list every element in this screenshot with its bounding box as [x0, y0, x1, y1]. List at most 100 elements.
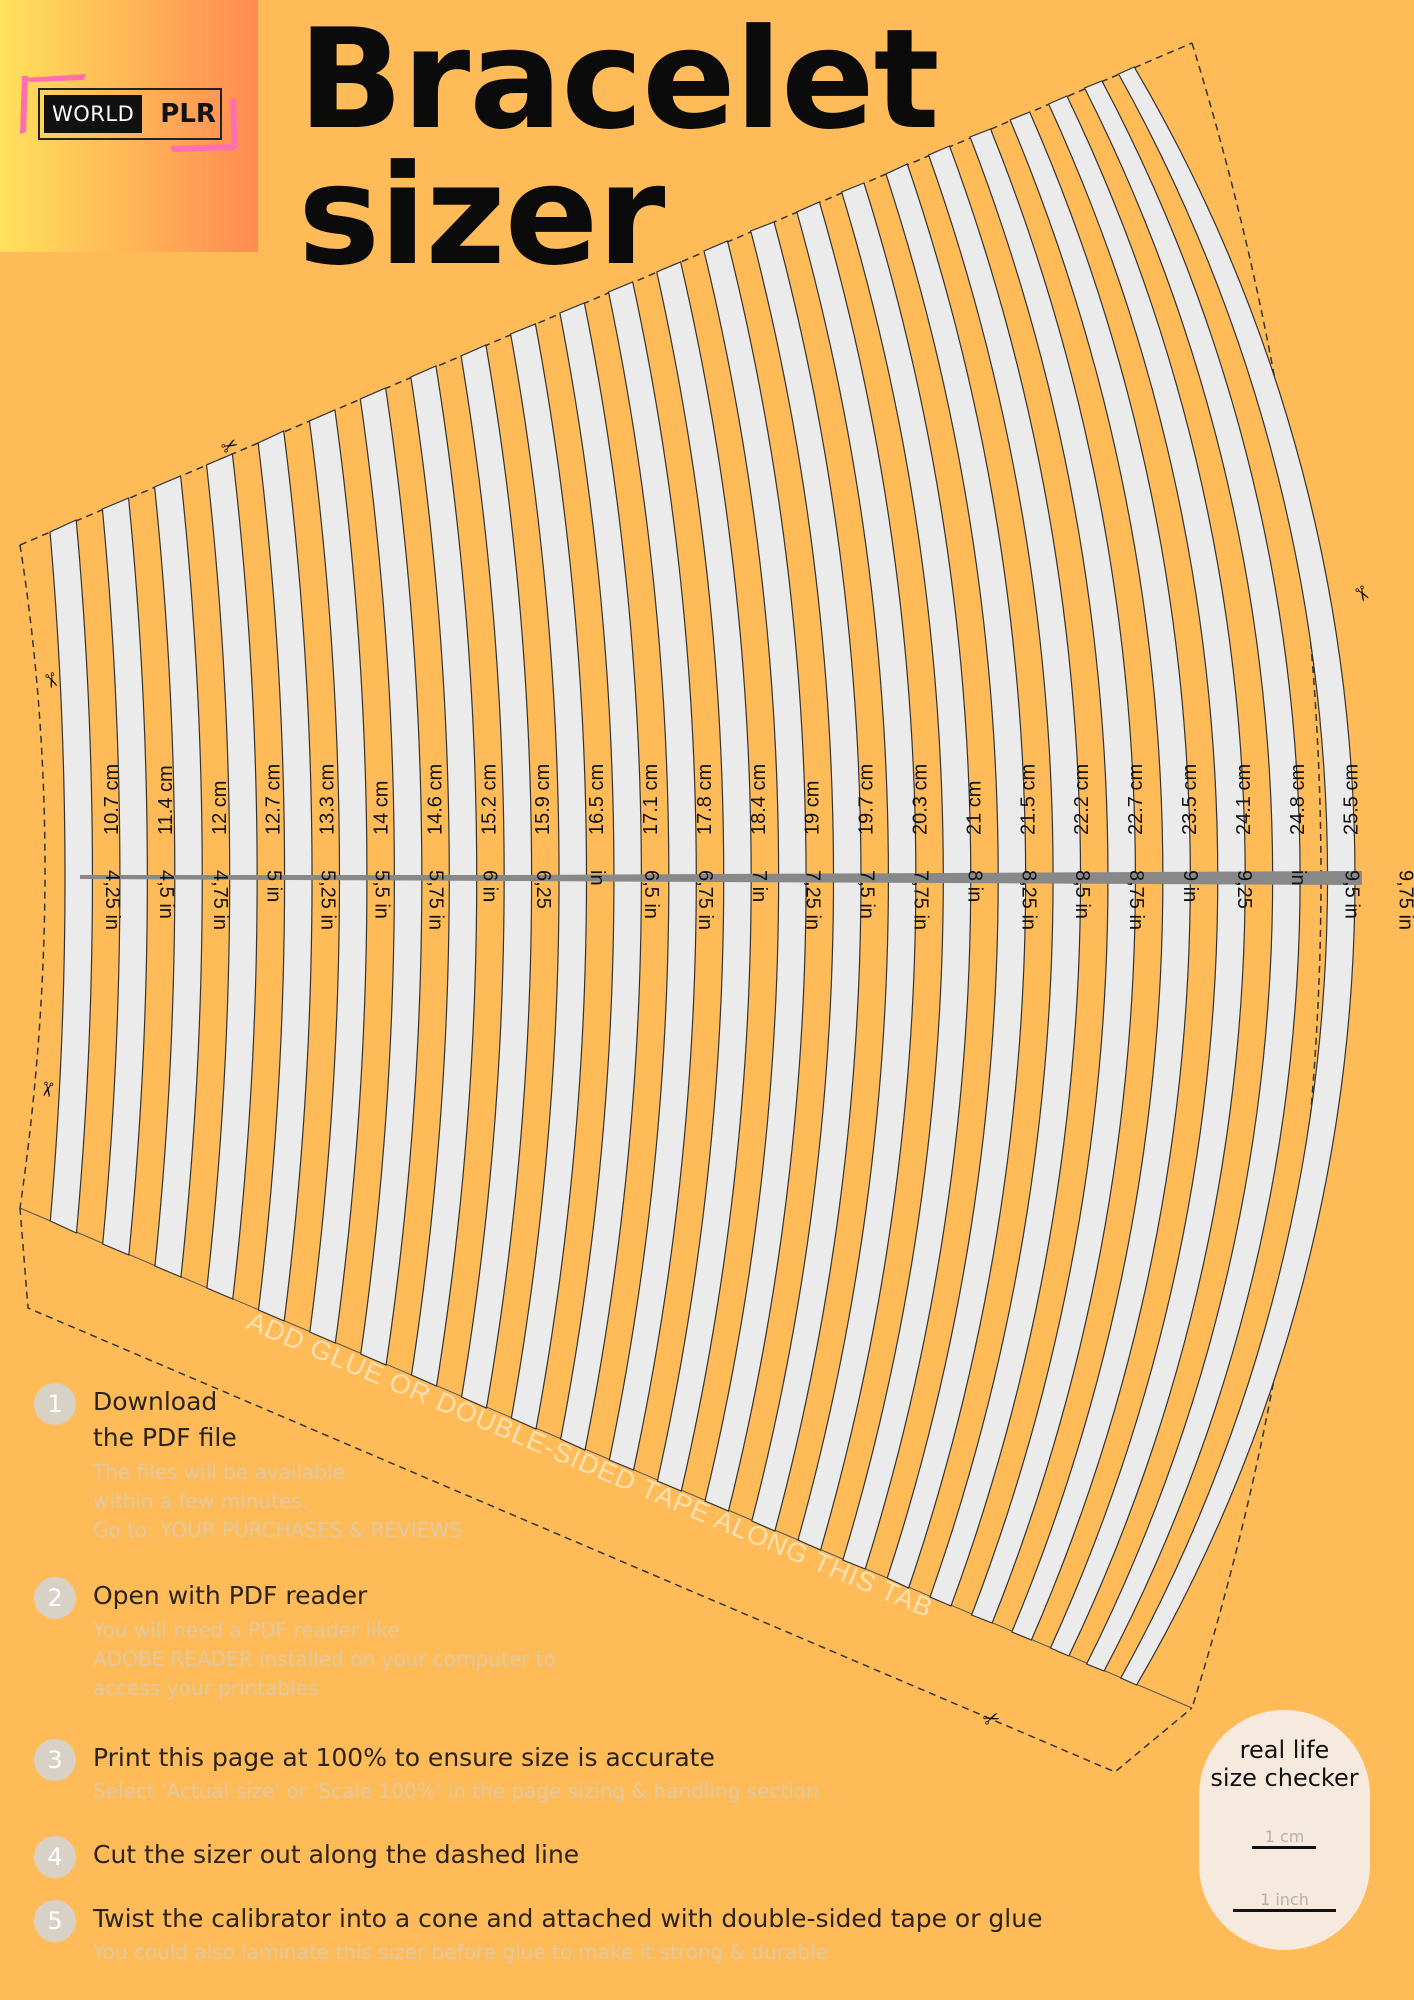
sizer-band — [703, 240, 807, 1512]
sizer-band — [460, 344, 533, 1409]
step-number: 3 — [34, 1739, 76, 1781]
inch-ruler-label: 1 inch — [1260, 1890, 1309, 1909]
logo-background: WORLD PLR — [0, 0, 258, 252]
step-title: Cut the sizer out along the dashed line — [93, 1840, 580, 1869]
logo-world-text: WORLD — [44, 95, 143, 133]
step-number: 2 — [34, 1577, 76, 1619]
page-title-line-2: sizer — [298, 135, 665, 296]
cm-label: 16.5 cm — [586, 764, 608, 835]
cm-label: 22.7 cm — [1125, 764, 1147, 835]
logo-plr-text: PLR — [160, 99, 216, 129]
inch-label: 6,25 — [532, 870, 554, 909]
inch-label: 5,25 in — [317, 870, 339, 930]
cm-label: 10.7 cm — [101, 764, 123, 835]
sizer-band — [969, 128, 1137, 1624]
cm-label: 22.2 cm — [1071, 764, 1093, 835]
step-title: Print this page at 100% to ensure size i… — [93, 1743, 715, 1772]
cm-label: 18.4 cm — [748, 764, 770, 835]
logo-brush-frame — [20, 74, 238, 152]
inch-label: 9,25 — [1233, 870, 1255, 909]
inch-label: 8 in — [963, 870, 985, 902]
cm-label: 12.7 cm — [263, 764, 285, 835]
scissors-icon: ✂ — [37, 669, 63, 692]
scissors-icon: ✂ — [980, 1706, 1003, 1732]
inch-labels: 4,25 in 4,5 in 4,75 in 5 in 5,25 in 5,5 in 5,7… — [101, 870, 1414, 930]
cm-label: 24.1 cm — [1233, 764, 1255, 835]
cm-label: 17.1 cm — [640, 764, 662, 835]
sizer-band — [308, 409, 368, 1344]
inch-label: 5,5 in — [371, 870, 393, 919]
inch-label: 7,5 in — [856, 870, 878, 919]
sizer-band — [885, 163, 1027, 1589]
inch-label: 4,5 in — [155, 870, 177, 919]
sizer-band — [840, 182, 972, 1570]
inch-label: 7,25 in — [802, 870, 824, 930]
scissors-icon: ✂ — [1348, 582, 1375, 608]
logo: WORLD PLR — [38, 88, 222, 140]
sizer-band — [1047, 95, 1246, 1657]
sizer-band — [1009, 111, 1191, 1641]
sizer-band — [796, 201, 917, 1551]
cm-label: 25.5 cm — [1341, 764, 1363, 835]
inch-label: 4,75 in — [209, 870, 231, 930]
inch-ruler-line — [1233, 1909, 1336, 1912]
inch-label: in — [586, 870, 608, 886]
sizer-band — [607, 281, 697, 1471]
cm-label: 21 cm — [963, 781, 985, 835]
inch-label: 9 in — [1179, 870, 1201, 902]
inch-label: 5 in — [263, 870, 285, 902]
step-number: 5 — [34, 1900, 76, 1942]
step-title: Open with PDF reader — [93, 1581, 368, 1610]
cm-label: 15.2 cm — [478, 764, 500, 835]
cm-label: 13.3 cm — [317, 764, 339, 835]
inch-label: 9,75 in — [1395, 870, 1414, 930]
inch-label: 6,75 in — [694, 870, 716, 930]
cm-labels: 10.7 cm 11.4 cm 12 cm 12.7 cm 13.3 cm 14 cm 14… — [101, 764, 1363, 835]
sizer-band — [1083, 80, 1301, 1672]
step-title: Twist the calibrator into a cone and att… — [93, 1904, 1043, 1933]
scissors-icon: ✂ — [218, 433, 244, 460]
step-description: The files will be available within a few… — [93, 1460, 462, 1542]
cm-ruler-label: 1 cm — [1264, 1827, 1305, 1846]
sizer-band — [750, 221, 862, 1532]
inch-label: 8,5 in — [1071, 870, 1093, 919]
inch-label: 8,25 in — [1017, 870, 1039, 930]
scissors-icon: ✂ — [34, 1079, 59, 1099]
inch-label: 5,75 in — [424, 870, 446, 930]
cm-label: 14 cm — [371, 781, 393, 835]
scale-bar-wedge — [80, 871, 1362, 885]
inch-label: 6 in — [478, 870, 500, 902]
step-description: You will need a PDF reader like ADOBE RE… — [93, 1618, 556, 1700]
sizer-band — [410, 365, 478, 1387]
sizer-band — [927, 145, 1082, 1607]
cm-label: 12 cm — [209, 781, 231, 835]
page-title-line-1: Bracelet — [298, 0, 940, 160]
cm-label: 15.9 cm — [532, 764, 554, 835]
inch-label: in — [1287, 870, 1309, 886]
cm-label: 17.8 cm — [694, 764, 716, 835]
tab-cut-line — [19, 1207, 1193, 1773]
cm-label: 23.5 cm — [1179, 764, 1201, 835]
size-checker: real life size checker 1 cm 1 inch — [1199, 1710, 1370, 1950]
cm-ruler-line — [1252, 1846, 1316, 1849]
sizer-band — [509, 323, 588, 1430]
inch-label: 8,75 in — [1125, 870, 1147, 930]
inch-label: 7 in — [748, 870, 770, 902]
step-number: 4 — [34, 1836, 76, 1878]
cut-line-right — [1191, 42, 1322, 1709]
sizer-bands — [49, 66, 1356, 1686]
size-checker-title: real life size checker — [1210, 1736, 1359, 1792]
cm-label: 19.7 cm — [856, 764, 878, 835]
inch-label: 9,5 in — [1341, 870, 1363, 919]
sizer-band — [49, 519, 94, 1234]
inch-label: 7,75 in — [910, 870, 932, 930]
cut-line-left — [19, 544, 46, 1209]
page-title: Bracelet sizer — [298, 0, 940, 296]
inch-label: 6,5 in — [640, 870, 662, 919]
inch-label: 4,25 in — [101, 870, 123, 930]
cm-label: 11.4 cm — [155, 765, 177, 835]
step-description: Select 'Actual size' or 'Scale 100%' in … — [93, 1779, 819, 1803]
sizer-band — [559, 302, 642, 1451]
step-number: 1 — [34, 1383, 76, 1425]
